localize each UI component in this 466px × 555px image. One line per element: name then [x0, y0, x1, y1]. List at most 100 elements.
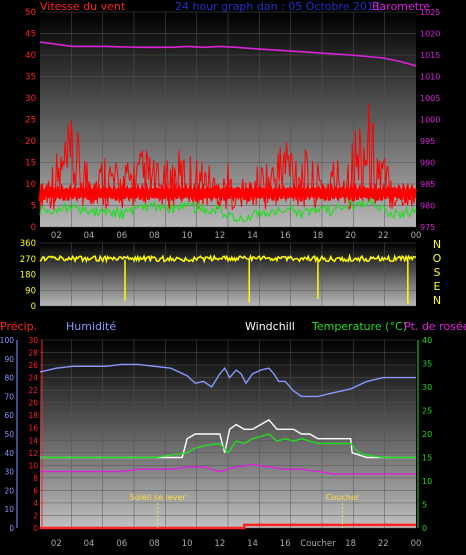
barometer-y-tick: 995 [420, 137, 435, 146]
weather-x-tick: 14 [247, 539, 258, 549]
barometer-y-tick: 985 [420, 180, 435, 189]
barometer-y-tick: 1015 [420, 51, 440, 60]
temp-y-tick: 5 [422, 501, 427, 510]
barometer-line [39, 41, 417, 67]
temp-y-tick: 25 [422, 407, 432, 416]
precip-y-tick: 30 [28, 336, 38, 345]
precip-y-tick: 4 [33, 499, 38, 508]
compass-label: N [433, 294, 441, 307]
weather-x-tick: 10 [182, 539, 193, 549]
precip-y-tick: 20 [28, 399, 38, 408]
direction-y-tick: 180 [20, 271, 36, 281]
wind-speed-title: Vitesse du vent [40, 0, 126, 13]
weather-x-tick: 00 [411, 539, 422, 549]
legend-windchill: Windchill [245, 320, 295, 333]
temp-y-tick: 15 [422, 454, 432, 463]
legend-humidity: Humidité [66, 320, 116, 333]
humidity-y-tick: 50 [4, 430, 14, 439]
barometer-y-tick: 990 [420, 159, 435, 168]
precip-y-tick: 10 [28, 461, 38, 470]
precip-y-tick: 14 [28, 436, 38, 445]
compass-label: N [433, 238, 441, 251]
humidity-y-tick: 0 [9, 524, 14, 533]
humidity-y-tick: 90 [4, 355, 14, 364]
barometer-y-tick: 1025 [420, 8, 440, 17]
precip-y-tick: 28 [28, 349, 38, 358]
wind-y-tick: 40 [25, 51, 36, 61]
wind-y-tick: 35 [25, 73, 36, 83]
precip-y-tick: 8 [33, 474, 38, 483]
temperature-line [40, 433, 416, 459]
wind-x-tick: 02 [51, 231, 62, 241]
precip-y-tick: 6 [33, 486, 38, 495]
wind-x-tick: 22 [378, 231, 389, 241]
legend-temperature: Temperature (°C) [311, 320, 407, 333]
weather-x-tick: 02 [51, 539, 62, 549]
humidity-y-tick: 70 [4, 392, 14, 401]
precip-y-tick: 22 [28, 386, 38, 395]
wind-x-tick: 18 [312, 231, 323, 241]
legend-precip: Précip. [0, 320, 37, 333]
weather-x-tick: 18 [345, 539, 356, 549]
compass-label: O [433, 252, 442, 265]
temp-y-tick: 10 [422, 477, 432, 486]
humidity-line [39, 363, 416, 398]
wind-y-tick: 20 [25, 137, 36, 147]
compass-label: S [434, 266, 441, 279]
wind-y-tick: 15 [25, 159, 36, 169]
humidity-y-tick: 60 [4, 411, 14, 420]
barometer-y-tick: 1005 [420, 94, 440, 103]
barometer-y-tick: 1010 [420, 73, 440, 82]
barometer-y-tick: 1020 [420, 30, 440, 39]
weather-x-tick: 04 [84, 539, 95, 549]
weather-x-tick: 06 [116, 539, 127, 549]
legend-dewpoint: Pt. de rosée [404, 320, 466, 333]
wind-x-tick: 08 [149, 231, 160, 241]
weather-x-tick: 16 [280, 539, 291, 549]
humidity-y-tick: 10 [4, 505, 14, 514]
barometer-y-tick: 975 [420, 223, 435, 232]
wind-y-tick: 50 [25, 8, 36, 18]
dewpoint-line [40, 463, 416, 475]
precip-y-tick: 0 [33, 524, 38, 533]
wind-y-tick: 5 [31, 202, 36, 212]
wind-y-tick: 30 [25, 94, 36, 104]
humidity-y-tick: 30 [4, 468, 14, 477]
wind-average-line [39, 197, 417, 223]
temp-y-tick: 20 [422, 430, 432, 439]
temp-y-tick: 35 [422, 360, 432, 369]
wind-x-tick: 16 [280, 231, 291, 241]
wind-y-tick: 25 [25, 116, 36, 126]
direction-y-tick: 270 [20, 255, 36, 265]
sunset-label: Coucher [326, 493, 360, 502]
direction-y-tick: 0 [31, 302, 36, 312]
humidity-y-tick: 20 [4, 486, 14, 495]
precip-y-tick: 18 [28, 411, 38, 420]
precip-y-tick: 12 [28, 449, 38, 458]
wind-y-tick: 10 [25, 180, 36, 190]
direction-y-tick: 360 [20, 239, 36, 249]
wind-y-tick: 45 [25, 30, 36, 40]
direction-y-tick: 90 [25, 286, 36, 296]
precip-y-tick: 26 [28, 361, 38, 370]
temp-y-tick: 40 [422, 336, 432, 345]
wind-x-tick: 10 [182, 231, 193, 241]
precip-y-tick: 2 [33, 511, 38, 520]
weather-x-tick: 22 [378, 539, 389, 549]
precip-line [40, 523, 416, 530]
sunrise-label: Soleil se lever [130, 493, 187, 502]
compass-label: E [434, 280, 441, 293]
weather-x-tick: 08 [149, 539, 160, 549]
humidity-y-tick: 40 [4, 449, 14, 458]
barometer-y-tick: 1000 [420, 116, 440, 125]
temp-y-tick: 30 [422, 383, 432, 392]
wind-x-tick: 00 [411, 231, 422, 241]
wind-x-tick: 14 [247, 231, 258, 241]
wind-x-tick: 04 [84, 231, 95, 241]
direction-line [39, 253, 417, 264]
barometer-y-tick: 980 [420, 202, 435, 211]
wind-y-tick: 0 [31, 223, 36, 233]
barometer-title: Barometre [372, 0, 430, 13]
precip-y-tick: 24 [28, 374, 38, 383]
